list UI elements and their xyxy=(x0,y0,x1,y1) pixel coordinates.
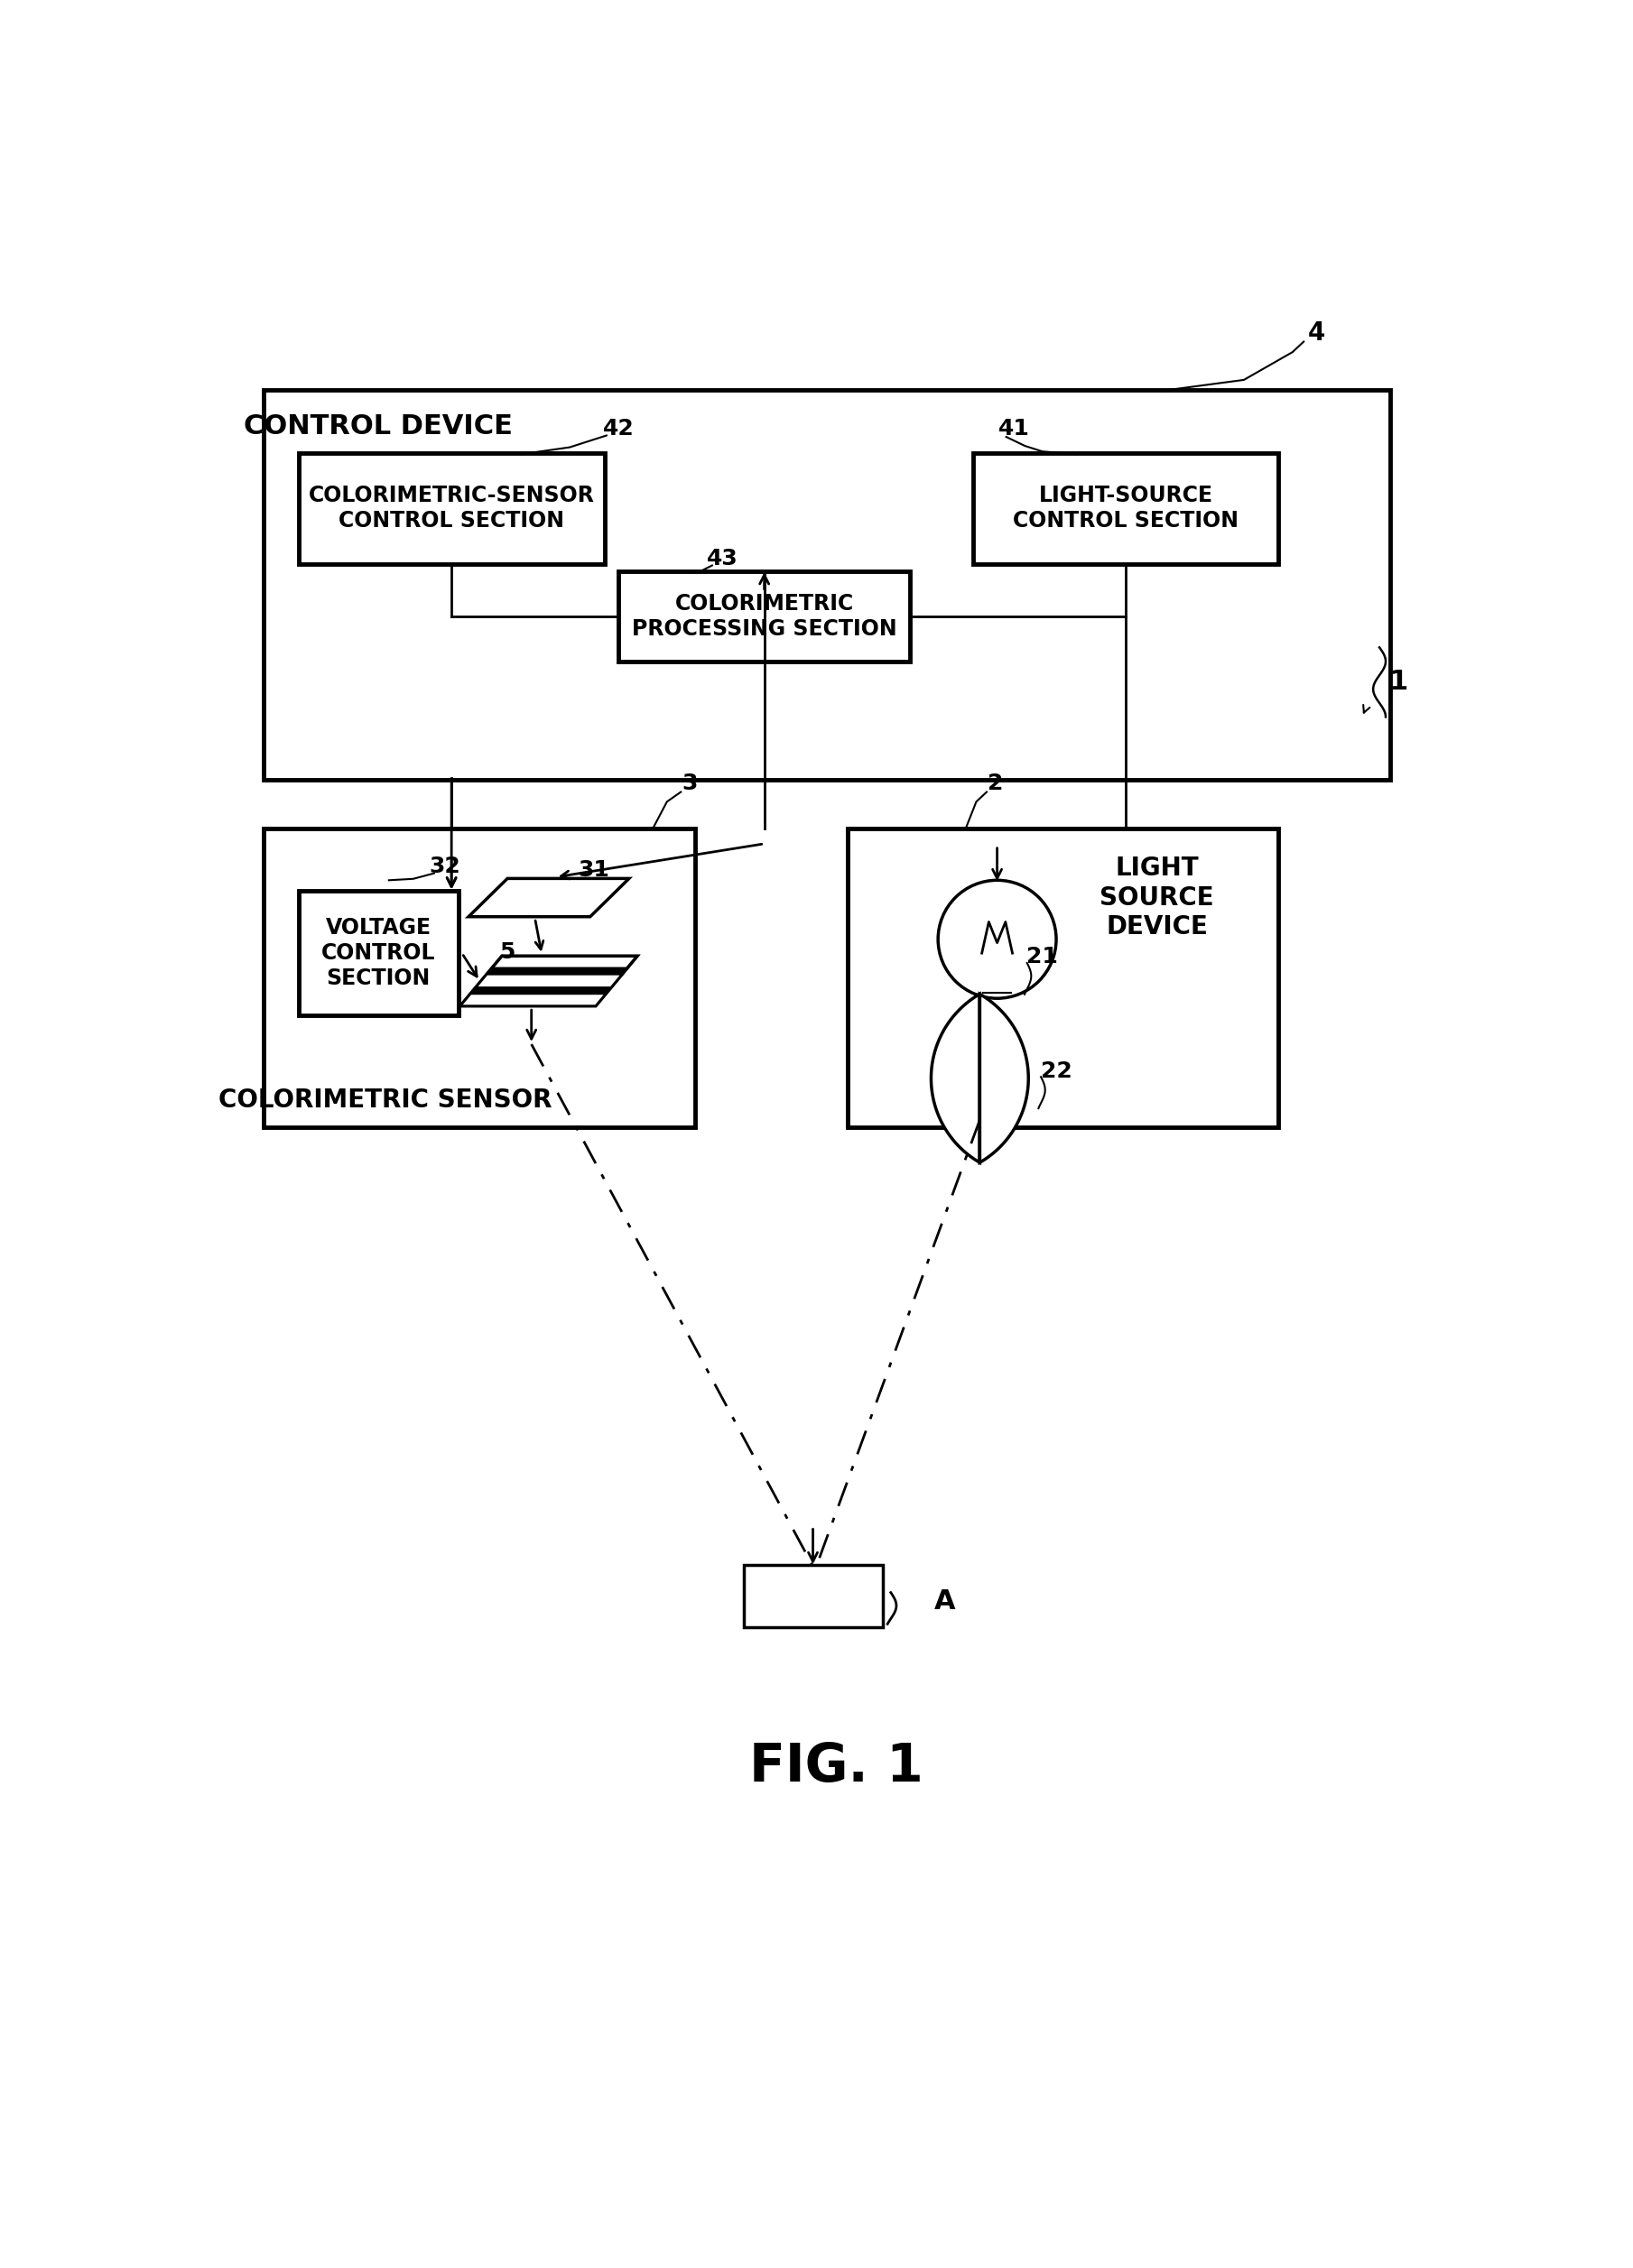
Text: A: A xyxy=(934,1588,955,1615)
Text: VOLTAGE
CONTROL
SECTION: VOLTAGE CONTROL SECTION xyxy=(322,916,436,989)
Polygon shape xyxy=(487,968,627,973)
Text: 41: 41 xyxy=(999,417,1030,440)
Bar xyxy=(619,572,910,662)
Text: 4: 4 xyxy=(1308,320,1326,347)
Text: 43: 43 xyxy=(707,547,738,569)
Text: 5: 5 xyxy=(500,941,514,962)
Text: 22: 22 xyxy=(1040,1061,1071,1082)
Text: 31: 31 xyxy=(578,860,609,880)
Bar xyxy=(743,1565,882,1626)
Text: 21: 21 xyxy=(1027,946,1058,968)
Polygon shape xyxy=(469,878,629,916)
Polygon shape xyxy=(931,993,1029,1163)
Bar xyxy=(265,828,694,1127)
Text: CONTROL DEVICE: CONTROL DEVICE xyxy=(243,413,513,440)
Polygon shape xyxy=(461,993,606,1007)
Text: LIGHT-SOURCE
CONTROL SECTION: LIGHT-SOURCE CONTROL SECTION xyxy=(1012,485,1238,531)
Text: 42: 42 xyxy=(603,417,634,440)
Text: 3: 3 xyxy=(683,771,697,794)
Text: 32: 32 xyxy=(429,855,461,878)
Bar xyxy=(299,891,459,1016)
Text: 1: 1 xyxy=(1388,669,1408,696)
Text: COLORIMETRIC SENSOR: COLORIMETRIC SENSOR xyxy=(219,1089,552,1114)
Text: COLORIMETRIC-SENSOR
CONTROL SECTION: COLORIMETRIC-SENSOR CONTROL SECTION xyxy=(309,485,594,531)
Polygon shape xyxy=(492,957,637,968)
Text: LIGHT
SOURCE
DEVICE: LIGHT SOURCE DEVICE xyxy=(1101,855,1215,939)
Bar xyxy=(848,828,1279,1127)
Polygon shape xyxy=(470,989,611,993)
Bar xyxy=(265,390,1390,780)
Bar xyxy=(299,454,604,565)
Polygon shape xyxy=(475,973,622,989)
Bar xyxy=(973,454,1279,565)
Text: FIG. 1: FIG. 1 xyxy=(750,1740,924,1792)
Text: COLORIMETRIC
PROCESSING SECTION: COLORIMETRIC PROCESSING SECTION xyxy=(632,592,897,640)
Text: 2: 2 xyxy=(988,771,1004,794)
